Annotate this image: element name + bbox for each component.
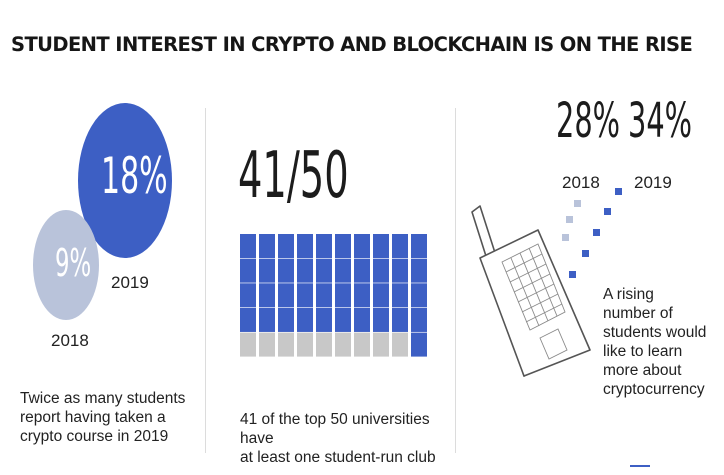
waffle-square-filled <box>259 307 275 332</box>
clubs-fraction: 41/50 <box>238 139 349 213</box>
waffle-square-filled <box>392 258 408 283</box>
caption-line: number of <box>603 305 673 322</box>
waffle-square-filled <box>335 258 351 283</box>
caption-line: report having taken a <box>20 409 166 426</box>
trend-square <box>562 234 569 241</box>
waffle-square-filled <box>297 234 313 258</box>
waffle-square-filled <box>411 258 427 283</box>
course-caption: Twice as many students report having tak… <box>20 389 200 446</box>
waffle-square-filled <box>278 258 294 283</box>
waffle-square-filled <box>392 234 408 258</box>
caption-line: Twice as many students <box>20 390 186 407</box>
waffle-square-filled <box>316 234 332 258</box>
waffle-square-empty <box>278 332 294 357</box>
waffle-square-filled <box>354 258 370 283</box>
waffle-square-empty <box>316 332 332 357</box>
trend-squares <box>562 188 622 278</box>
caption-line: students would <box>603 324 707 341</box>
waffle-square-empty <box>392 332 408 357</box>
waffle-square-filled <box>259 234 275 258</box>
trend-square <box>615 188 622 195</box>
trend-square <box>604 208 611 215</box>
course-value-2019: 18% <box>101 147 168 205</box>
waffle-square-filled <box>278 283 294 308</box>
caption-line: cryptocurrency <box>603 381 705 398</box>
waffle-square-filled <box>278 234 294 258</box>
waffle-square-filled <box>354 234 370 258</box>
waffle-square-empty <box>259 332 275 357</box>
panel-divider <box>455 108 456 453</box>
trend-square <box>582 250 589 257</box>
waffle-square-filled <box>297 307 313 332</box>
waffle-square-filled <box>240 307 256 332</box>
waffle-square-filled <box>335 234 351 258</box>
university-waffle-chart <box>240 234 427 357</box>
waffle-square-filled <box>411 307 427 332</box>
brand-mark <box>630 465 650 467</box>
trend-square <box>569 271 576 278</box>
interest-caption: A rising number of students would like t… <box>603 285 718 399</box>
waffle-square-filled <box>411 332 427 357</box>
caption-line: 41 of the top 50 universities have <box>240 411 430 447</box>
waffle-square-filled <box>259 258 275 283</box>
waffle-square-filled <box>335 307 351 332</box>
waffle-square-filled <box>411 234 427 258</box>
course-value-2018: 9% <box>55 241 92 285</box>
waffle-square-empty <box>373 332 389 357</box>
interest-value-2019: 34% <box>628 93 693 149</box>
waffle-square-filled <box>354 283 370 308</box>
trend-square <box>566 216 573 223</box>
page-title: STUDENT INTEREST IN CRYPTO AND BLOCKCHAI… <box>11 33 693 56</box>
waffle-square-empty <box>335 332 351 357</box>
interest-year-2018: 2018 <box>562 173 600 192</box>
waffle-square-filled <box>373 283 389 308</box>
caption-line: like to learn <box>603 343 683 360</box>
waffle-square-filled <box>297 258 313 283</box>
waffle-square-filled <box>240 234 256 258</box>
waffle-square-filled <box>411 283 427 308</box>
interest-value-2018: 28% <box>556 93 621 149</box>
waffle-square-filled <box>316 283 332 308</box>
caption-line: more about <box>603 362 682 379</box>
circle-2018 <box>33 210 99 320</box>
waffle-square-filled <box>335 283 351 308</box>
waffle-square-filled <box>240 283 256 308</box>
waffle-square-empty <box>297 332 313 357</box>
waffle-square-filled <box>297 283 313 308</box>
waffle-square-empty <box>354 332 370 357</box>
waffle-square-filled <box>373 234 389 258</box>
trend-square <box>574 200 581 207</box>
waffle-square-filled <box>316 258 332 283</box>
caption-line: crypto course in 2019 <box>20 428 169 445</box>
waffle-square-filled <box>278 307 294 332</box>
waffle-square-filled <box>259 283 275 308</box>
course-year-2018: 2018 <box>51 331 89 350</box>
course-year-2019: 2019 <box>111 273 149 292</box>
circle-2019 <box>78 103 172 258</box>
waffle-square-filled <box>316 307 332 332</box>
waffle-square-filled <box>392 283 408 308</box>
panel-divider <box>205 108 206 453</box>
waffle-square-empty <box>240 332 256 357</box>
interest-year-2019: 2019 <box>634 173 672 192</box>
waffle-square-filled <box>354 307 370 332</box>
trend-square <box>593 229 600 236</box>
clubs-caption: 41 of the top 50 universities have at le… <box>240 410 450 467</box>
laptop-icon <box>471 205 591 377</box>
caption-line: at least one student-run club <box>240 449 436 466</box>
waffle-square-filled <box>392 307 408 332</box>
caption-line: A rising <box>603 286 654 303</box>
waffle-square-filled <box>373 307 389 332</box>
waffle-square-filled <box>373 258 389 283</box>
waffle-square-filled <box>240 258 256 283</box>
